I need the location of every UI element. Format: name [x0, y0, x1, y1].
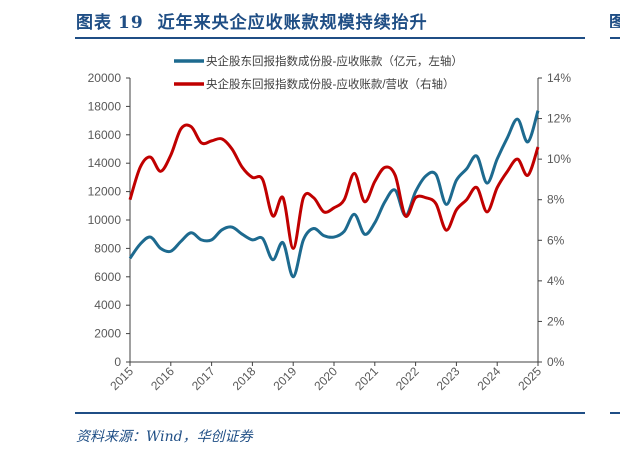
- x-tick-label: 2024: [475, 364, 504, 393]
- x-tick-label: 2017: [189, 364, 218, 393]
- x-tick-label: 2025: [515, 364, 544, 393]
- left-tick-label: 8000: [94, 241, 121, 255]
- left-tick-label: 18000: [88, 99, 122, 113]
- left-tick-label: 10000: [88, 213, 122, 227]
- series-line-receivables: [128, 110, 540, 279]
- left-tick-label: 6000: [94, 270, 121, 284]
- source-note: 资料来源：Wind，华创证券: [76, 429, 253, 445]
- figure-label: 图表: [76, 13, 112, 33]
- next-title-rule: [610, 37, 620, 39]
- figure-title-text: 近年来央企应收账款规模持续抬升: [157, 13, 428, 33]
- left-tick-label: 2000: [94, 327, 121, 341]
- right-tick-label: 14%: [547, 71, 571, 85]
- left-tick-label: 16000: [88, 128, 122, 142]
- figure-number: 19: [118, 13, 144, 33]
- right-tick-label: 8%: [547, 193, 565, 207]
- x-tick-label: 2023: [434, 364, 463, 393]
- next-figure-edge: 图: [609, 13, 620, 28]
- left-tick-label: 4000: [94, 298, 121, 312]
- x-tick-label: 2021: [352, 364, 381, 393]
- left-tick-label: 0: [114, 355, 121, 369]
- x-tick-label: 2020: [311, 364, 340, 393]
- series-line-ratio: [128, 123, 540, 250]
- x-tick-label: 2015: [107, 364, 136, 393]
- legend-label-receivables: 央企股东回报指数成份股-应收账款（亿元，左轴）: [206, 54, 463, 68]
- legend-label-ratio: 央企股东回报指数成份股-应收账款/营收（右轴）: [206, 77, 455, 91]
- figure-title: 图表 19 近年来央企应收账款规模持续抬升: [76, 8, 428, 33]
- x-tick-label: 2016: [148, 364, 177, 393]
- left-tick-label: 20000: [88, 71, 122, 85]
- right-tick-label: 0%: [547, 355, 565, 369]
- x-tick-label: 2019: [271, 364, 300, 393]
- x-tick-label: 2018: [230, 364, 259, 393]
- footer-rule: [75, 412, 585, 414]
- left-tick-label: 14000: [88, 156, 122, 170]
- right-tick-label: 12%: [547, 112, 571, 126]
- next-footer-rule: [610, 412, 620, 414]
- right-tick-label: 4%: [547, 274, 565, 288]
- right-tick-label: 6%: [547, 233, 565, 247]
- right-tick-label: 10%: [547, 152, 571, 166]
- right-tick-label: 2%: [547, 314, 565, 328]
- x-tick-label: 2022: [393, 364, 422, 393]
- left-tick-label: 12000: [88, 185, 122, 199]
- legend: 央企股东回报指数成份股-应收账款（亿元，左轴） 央企股东回报指数成份股-应收账款…: [174, 54, 463, 91]
- title-rule: [75, 37, 585, 39]
